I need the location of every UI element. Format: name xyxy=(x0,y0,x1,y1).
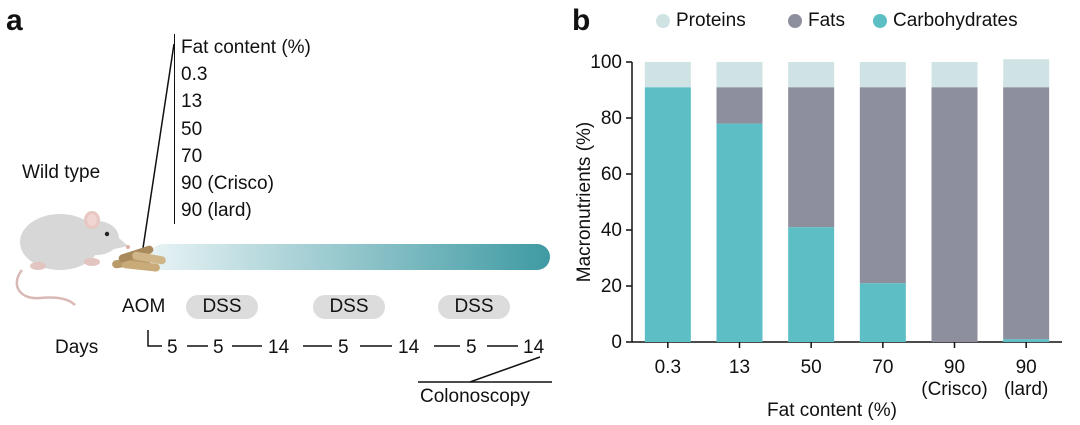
day-value: 14 xyxy=(268,337,290,358)
x-tick-label: (Crisco) xyxy=(921,379,988,400)
legend-item-carbohydrates: Carbohydrates xyxy=(873,10,1018,32)
y-tick-label: 60 xyxy=(601,164,622,185)
fat-list-header: Fat content (%) xyxy=(181,37,311,58)
x-tick-label: 70 xyxy=(872,357,893,378)
colonoscopy-label: Colonoscopy xyxy=(420,386,530,407)
bar-segment-fats xyxy=(788,87,835,228)
panel-a-graphics xyxy=(15,43,552,383)
list-pointer-line xyxy=(142,43,175,249)
dss-pill: DSS xyxy=(186,295,258,319)
legend-swatch xyxy=(788,14,802,28)
bar-segment-fats xyxy=(859,87,906,284)
bar-segment-fats xyxy=(931,87,978,342)
bar-segment-proteins xyxy=(644,62,691,88)
y-tick-label: 80 xyxy=(601,108,622,129)
bar-segment-carbohydrates xyxy=(859,283,906,342)
fat-list-item: 90 (lard) xyxy=(181,200,252,222)
bar-segment-carbohydrates xyxy=(1003,339,1050,342)
legend-label: Fats xyxy=(808,10,845,31)
fat-list-item: 90 (Crisco) xyxy=(181,173,274,195)
day-value: 5 xyxy=(167,337,178,358)
genotype-label: Wild type xyxy=(22,162,101,183)
mouse-icon xyxy=(15,211,130,306)
fat-list-item: 50 xyxy=(181,118,203,140)
x-tick-label: 90 xyxy=(1016,357,1037,378)
legend-swatch xyxy=(656,14,670,28)
stacked-bar-chart: 0 20 40 60 80 100 Macronutrients (%) 0.3 13 50 70 9… xyxy=(574,52,1062,421)
fat-content-list: Fat content (%) 0.3 13 50 70 90 (Crisco)… xyxy=(174,34,311,225)
days-label: Days xyxy=(55,337,99,358)
panel-letter-a: a xyxy=(6,4,23,37)
dss-pill: DSS xyxy=(313,295,385,319)
legend-swatch xyxy=(873,14,887,28)
aom-label: AOM xyxy=(122,296,166,317)
bar-segment-proteins xyxy=(788,62,835,88)
panel-b-macronutrient-chart: b Proteins Fats Carbohydrates 0 20 40 60 80 1… xyxy=(570,0,1080,425)
y-axis-label: Macronutrients (%) xyxy=(574,122,595,283)
y-tick-label: 20 xyxy=(601,276,622,297)
day-value: 14 xyxy=(398,337,420,358)
y-tick-label: 100 xyxy=(590,52,622,73)
bar-segment-proteins xyxy=(859,62,906,88)
x-tick-label: 50 xyxy=(801,357,822,378)
day-value: 14 xyxy=(523,337,545,358)
x-tick-label: 0.3 xyxy=(655,357,681,378)
panel-letter-b: b xyxy=(572,4,591,37)
legend-label: Carbohydrates xyxy=(893,10,1018,31)
bar-segment-carbohydrates xyxy=(788,227,835,342)
x-tick-label: 13 xyxy=(729,357,750,378)
fat-list-item: 70 xyxy=(181,145,203,167)
dss-pill: DSS xyxy=(438,295,510,319)
y-tick-label: 0 xyxy=(611,332,622,353)
bar-segment-proteins xyxy=(931,62,978,88)
bar-segment-fats xyxy=(1003,87,1050,340)
x-tick-label: (lard) xyxy=(1004,379,1048,400)
bar-segment-carbohydrates xyxy=(716,123,763,342)
day-value: 5 xyxy=(338,337,349,358)
y-tick-label: 40 xyxy=(601,220,622,241)
day-value: 5 xyxy=(213,337,224,358)
bar-segment-fats xyxy=(716,87,763,124)
x-tick-label: 90 xyxy=(944,357,965,378)
bar-segment-proteins xyxy=(1003,59,1050,88)
x-axis-label: Fat content (%) xyxy=(767,400,897,421)
fat-list-item: 13 xyxy=(181,91,203,113)
fat-list-item: 0.3 xyxy=(181,64,208,86)
bar-segment-proteins xyxy=(716,62,763,88)
timeline-lines xyxy=(147,330,552,383)
panel-a-diet-schedule: a Wild type Fat content (%) 0.3 13 50 70… xyxy=(6,4,552,407)
bar-segment-carbohydrates xyxy=(644,87,691,342)
diet-pellets-icon xyxy=(112,245,166,272)
legend-label: Proteins xyxy=(676,10,746,31)
diet-duration-bar xyxy=(150,244,550,270)
day-value: 5 xyxy=(466,337,477,358)
legend-item-fats: Fats xyxy=(788,10,845,32)
legend-item-proteins: Proteins xyxy=(656,10,746,32)
